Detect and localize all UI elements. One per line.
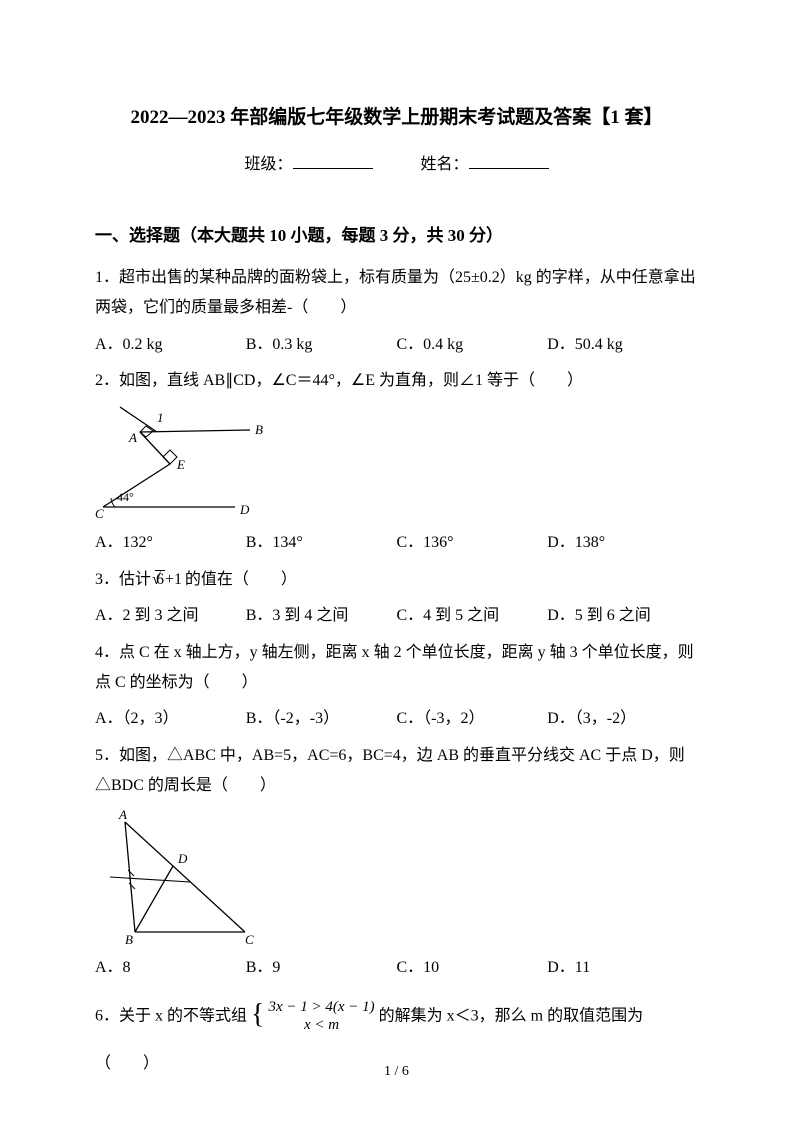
page-footer: 1 / 6 xyxy=(0,1059,793,1086)
q3-opt-a: A．2 到 3 之间 xyxy=(95,601,246,631)
meta-line: 班级： 姓名： xyxy=(95,150,698,180)
q5-opt-a: A．8 xyxy=(95,953,246,983)
q2-label-D: D xyxy=(239,502,250,517)
q6-prefix: 6．关于 x 的不等式组 xyxy=(95,1007,247,1024)
q5-opt-d: D．11 xyxy=(547,953,698,983)
document-title: 2022—2023 年部编版七年级数学上册期末考试题及答案【1 套】 xyxy=(95,100,698,136)
class-label: 班级： xyxy=(244,156,292,173)
question-5: 5．如图，△ABC 中，AB=5，AC=6，BC=4，边 AB 的垂直平分线交 … xyxy=(95,741,698,802)
q2-opt-a: A．132° xyxy=(95,528,246,558)
q3-radical: √ xyxy=(152,571,161,588)
q1-opt-a: A．0.2 kg xyxy=(95,330,246,360)
q3-opt-d: D．5 到 6 之间 xyxy=(547,601,698,631)
q2-label-44: 44° xyxy=(117,490,134,504)
q2-svg: 1 A B E C D 44° xyxy=(95,402,285,522)
q5-label-C: C xyxy=(245,932,254,947)
question-6: 6．关于 x 的不等式组 { 3x − 1 > 4(x − 1) x < m 的… xyxy=(95,990,698,1043)
q2-label-E: E xyxy=(176,457,185,472)
q5-label-A: A xyxy=(118,807,127,822)
q2-opt-c: C．136° xyxy=(397,528,548,558)
q3-opt-b: B．3 到 4 之间 xyxy=(246,601,397,631)
q2-options: A．132° B．134° C．136° D．138° xyxy=(95,528,698,558)
q6-brace: { xyxy=(251,999,264,1030)
q2-label-B: B xyxy=(255,422,263,437)
question-3: 3．估计 6+1 √ 的值在（ ） xyxy=(95,565,698,595)
question-4: 4．点 C 在 x 轴上方，y 轴左侧，距离 x 轴 2 个单位长度，距离 y … xyxy=(95,638,698,699)
q5-label-D: D xyxy=(177,851,188,866)
q4-options: A．（2，3） B．（-2，-3） C．（-3，2） D．（3，-2） xyxy=(95,704,698,734)
q3-prefix: 3．估计 xyxy=(95,571,151,588)
q2-diagram: 1 A B E C D 44° xyxy=(95,402,698,522)
q2-label-1: 1 xyxy=(157,410,164,425)
q2-opt-b: B．134° xyxy=(246,528,397,558)
q5-diagram: A B C D xyxy=(95,807,698,947)
question-1: 1．超市出售的某种品牌的面粉袋上，标有质量为（25±0.2）kg 的字样，从中任… xyxy=(95,263,698,324)
q6-sys-bot: x < m xyxy=(268,1016,374,1034)
q2-opt-d: D．138° xyxy=(547,528,698,558)
q5-label-B: B xyxy=(125,932,133,947)
q6-system: 3x − 1 > 4(x − 1) x < m xyxy=(268,998,374,1034)
q4-opt-b: B．（-2，-3） xyxy=(246,704,397,734)
q3-opt-c: C．4 到 5 之间 xyxy=(397,601,548,631)
q4-opt-d: D．（3，-2） xyxy=(547,704,698,734)
q1-opt-d: D．50.4 kg xyxy=(547,330,698,360)
class-underline xyxy=(293,152,373,169)
q2-label-A: A xyxy=(128,430,137,445)
page: 2022—2023 年部编版七年级数学上册期末考试题及答案【1 套】 班级： 姓… xyxy=(0,0,793,1122)
q3-suffix: 的值在（ ） xyxy=(185,571,297,588)
question-2: 2．如图，直线 AB∥CD，∠C＝44°，∠E 为直角，则∠1 等于（ ） xyxy=(95,366,698,396)
q4-opt-a: A．（2，3） xyxy=(95,704,246,734)
q4-opt-c: C．（-3，2） xyxy=(397,704,548,734)
q5-svg: A B C D xyxy=(95,807,265,947)
q2-label-C: C xyxy=(95,506,104,521)
q1-opt-c: C．0.4 kg xyxy=(397,330,548,360)
q1-options: A．0.2 kg B．0.3 kg C．0.4 kg D．50.4 kg xyxy=(95,330,698,360)
section-heading-1: 一、选择题（本大题共 10 小题，每题 3 分，共 30 分） xyxy=(95,220,698,252)
q5-opt-b: B．9 xyxy=(246,953,397,983)
name-underline xyxy=(469,152,549,169)
q6-suffix: 的解集为 x＜3，那么 m 的取值范围为 xyxy=(379,1007,643,1024)
q1-opt-b: B．0.3 kg xyxy=(246,330,397,360)
q5-options: A．8 B．9 C．10 D．11 xyxy=(95,953,698,983)
q3-options: A．2 到 3 之间 B．3 到 4 之间 C．4 到 5 之间 D．5 到 6… xyxy=(95,601,698,631)
q6-sys-top: 3x − 1 > 4(x − 1) xyxy=(268,998,374,1016)
q5-opt-c: C．10 xyxy=(397,953,548,983)
name-label: 姓名： xyxy=(421,156,469,173)
